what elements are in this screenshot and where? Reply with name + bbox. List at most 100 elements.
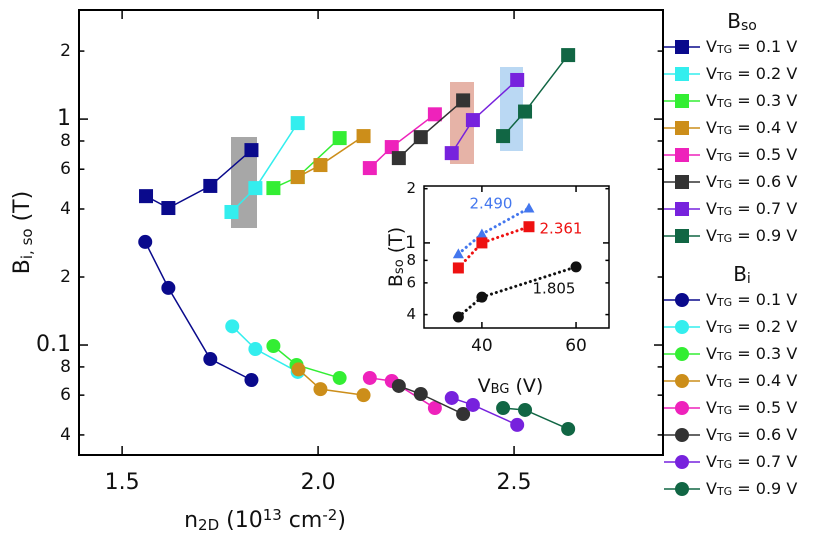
marker [518, 104, 533, 119]
marker [266, 339, 281, 354]
marker [675, 67, 689, 81]
y-tick-label: 8 [60, 131, 71, 151]
legend-title: Bso [727, 9, 757, 34]
x-axis-label-part: (10 [219, 508, 263, 533]
marker [561, 48, 576, 63]
marker [161, 280, 176, 295]
marker [510, 417, 525, 432]
marker [313, 158, 328, 173]
legend-label: VTG = 0.2 V [706, 317, 797, 337]
y-tick-label: 4 [60, 425, 71, 445]
marker [675, 121, 689, 135]
marker [362, 370, 377, 385]
marker [456, 93, 471, 108]
plot-frame [78, 9, 664, 456]
marker [675, 347, 689, 361]
marker [248, 342, 263, 357]
y-tick-label: 1 [405, 233, 416, 253]
y-axis-label-part: B [10, 259, 35, 274]
marker [452, 248, 464, 259]
y-axis-label-part: B [385, 274, 407, 287]
marker [675, 229, 689, 243]
y-tick-label: 6 [60, 385, 71, 405]
legend-title-part: so [741, 18, 757, 34]
legend-title-part: i [747, 271, 751, 287]
marker [266, 181, 281, 196]
legend-label-part: V [706, 37, 717, 56]
legend-title-part: B [727, 9, 741, 33]
y-tick-label: 1 [57, 106, 71, 131]
marker [456, 407, 471, 422]
marker [675, 94, 689, 108]
x-axis-label-part: 13 [263, 506, 282, 524]
marker [427, 107, 442, 122]
series-line [297, 135, 364, 178]
x-axis-label-part: n [184, 508, 198, 533]
marker [476, 228, 488, 239]
legend-label-part: TG [716, 431, 732, 444]
y-axis-label-part: (T) [385, 227, 407, 259]
legend-label-part: TG [716, 458, 732, 471]
y-axis-label-part: (T) [10, 191, 35, 229]
plot-frame [423, 185, 610, 329]
legend-label-part: V [706, 199, 717, 218]
legend-label-part: V [706, 226, 717, 245]
marker [570, 261, 582, 273]
marker [332, 370, 347, 385]
marker [362, 161, 377, 176]
marker [675, 40, 689, 54]
legend-label-part: TG [716, 377, 732, 390]
marker [356, 388, 371, 403]
marker [476, 291, 488, 303]
legend-label: VTG = 0.2 V [706, 64, 797, 84]
y-axis-label-part: i, so [18, 228, 36, 259]
y-tick-label: 6 [406, 273, 416, 291]
legend-label-part: = 0.4 V [732, 118, 797, 137]
legend-label-part: = 0.3 V [732, 344, 797, 363]
series-line [272, 345, 340, 379]
legend-label-part: V [706, 398, 717, 417]
marker [675, 175, 689, 189]
legend-label-part: TG [716, 178, 732, 191]
x-axis-label-part: BG [491, 382, 510, 397]
marker [452, 262, 464, 274]
marker [452, 311, 464, 323]
y-tick-label: 8 [406, 251, 416, 269]
legend-label-part: = 0.5 V [732, 398, 797, 417]
legend-label-part: = 0.6 V [732, 172, 797, 191]
marker [675, 455, 689, 469]
legend-label-part: = 0.9 V [732, 226, 797, 245]
x-axis-label: VBG (V) [478, 375, 544, 398]
series-line [144, 241, 252, 381]
legend-label: VTG = 0.5 V [706, 398, 797, 418]
legend-label: VTG = 0.4 V [706, 118, 797, 138]
x-axis-label: n2D (1013 cm-2) [184, 506, 346, 534]
legend-label-part: V [706, 452, 717, 471]
y-axis-label: Bso (T) [385, 227, 408, 287]
marker [413, 387, 428, 402]
legend-label-part: V [706, 290, 717, 309]
marker [675, 428, 689, 442]
marker [465, 113, 480, 128]
x-axis-label-part: ) [337, 508, 346, 533]
marker [413, 130, 428, 145]
marker [384, 140, 399, 155]
marker [444, 390, 459, 405]
y-tick-label: 8 [60, 357, 71, 377]
legend-label-part: TG [716, 43, 732, 56]
marker [523, 221, 535, 233]
legend-label-part: = 0.7 V [732, 199, 797, 218]
x-axis-label-part: -2 [322, 506, 337, 524]
marker [203, 178, 218, 193]
legend-label-part: V [706, 91, 717, 110]
legend-label-part: = 0.2 V [732, 317, 797, 336]
marker [675, 148, 689, 162]
legend-label-part: TG [716, 323, 732, 336]
y-tick-label: 2 [406, 179, 416, 197]
marker [391, 378, 406, 393]
marker [290, 116, 305, 131]
marker [561, 421, 576, 436]
y-tick-label: 2 [60, 41, 71, 61]
marker [225, 319, 240, 334]
